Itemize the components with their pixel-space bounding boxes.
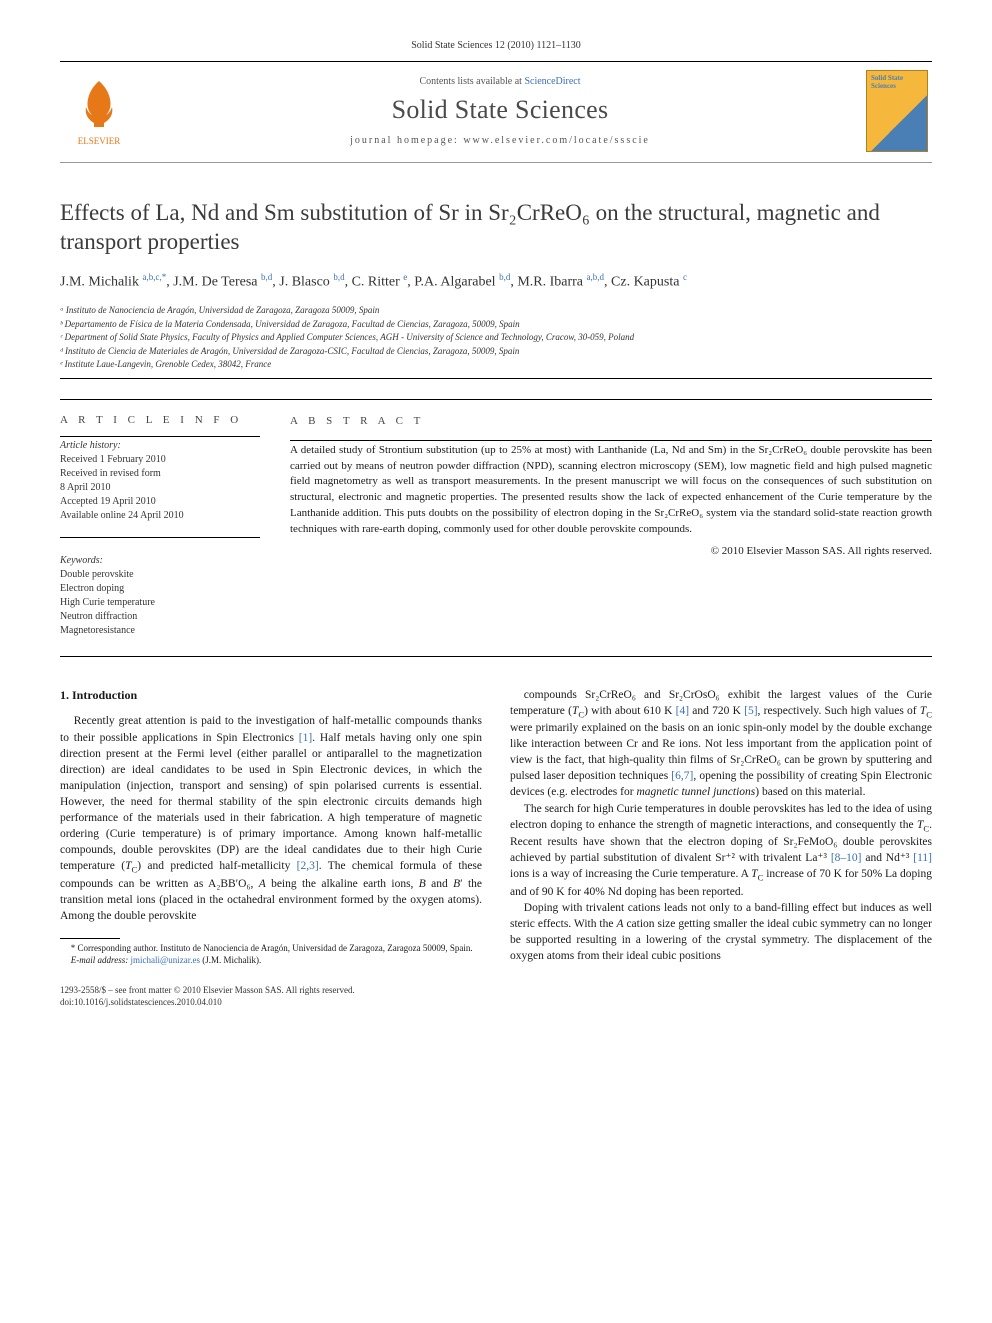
banner-center: Contents lists available at ScienceDirec…: [150, 76, 850, 146]
right-column: compounds Sr₂CrReO₆ and Sr₂CrOsO₆ exhibi…: [510, 687, 932, 967]
rule-info: [60, 436, 260, 437]
sciencedirect-link[interactable]: ScienceDirect: [524, 76, 580, 87]
history-line: Received 1 February 2010: [60, 453, 260, 467]
keyword: Neutron diffraction: [60, 610, 260, 624]
front-matter-line: 1293-2558/$ – see front matter © 2010 El…: [60, 984, 932, 1008]
citation-ref[interactable]: [11]: [913, 852, 932, 864]
journal-banner: ELSEVIER Contents lists available at Sci…: [60, 64, 932, 163]
citation-ref[interactable]: [5]: [744, 705, 757, 717]
footnotes: * Corresponding author. Instituto de Nan…: [60, 943, 482, 966]
email-line: E-mail address: jmichali@unizar.es (J.M.…: [60, 955, 482, 967]
email-suffix: (J.M. Michalik).: [200, 955, 261, 965]
history-line: Received in revised form: [60, 467, 260, 481]
history-label: Article history:: [60, 439, 260, 453]
footnote-rule: [60, 938, 120, 939]
abstract-copyright: © 2010 Elsevier Masson SAS. All rights r…: [290, 544, 932, 560]
body-columns: 1. Introduction Recently great attention…: [60, 687, 932, 967]
citation-ref[interactable]: [2,3]: [297, 860, 319, 872]
rule-affil: [60, 378, 932, 379]
body-paragraph: The search for high Curie temperatures i…: [510, 801, 932, 900]
keyword: High Curie temperature: [60, 596, 260, 610]
homepage-url[interactable]: www.elsevier.com/locate/ssscie: [463, 135, 650, 146]
article-title: Effects of La, Nd and Sm substitution of…: [60, 199, 932, 257]
affiliation-line: ᵇ Departamento de Física de la Materia C…: [60, 318, 932, 332]
affiliation-line: ᶜ Department of Solid State Physics, Fac…: [60, 331, 932, 345]
cover-text: Solid State Sciences: [871, 75, 923, 90]
email-label: E-mail address:: [71, 955, 131, 965]
abstract-text: A detailed study of Strontium substituti…: [290, 443, 932, 539]
history-line: Accepted 19 April 2010: [60, 495, 260, 509]
contents-line: Contents lists available at ScienceDirec…: [150, 76, 850, 87]
keywords-label: Keywords:: [60, 554, 260, 568]
body-paragraph: compounds Sr₂CrReO₆ and Sr₂CrOsO₆ exhibi…: [510, 687, 932, 801]
affiliation-line: ᵉ Institute Laue-Langevin, Grenoble Cede…: [60, 358, 932, 372]
left-column: 1. Introduction Recently great attention…: [60, 687, 482, 967]
journal-name: Solid State Sciences: [150, 95, 850, 125]
running-header: Solid State Sciences 12 (2010) 1121–1130: [60, 40, 932, 51]
issn-copyright: 1293-2558/$ – see front matter © 2010 El…: [60, 984, 932, 996]
homepage-line: journal homepage: www.elsevier.com/locat…: [150, 135, 850, 146]
article-info-heading: A R T I C L E I N F O: [60, 414, 260, 426]
rule-top: [60, 61, 932, 62]
homepage-prefix: journal homepage:: [350, 135, 463, 146]
affiliations: ᵃ Instituto de Nanociencia de Aragón, Un…: [60, 304, 932, 372]
citation-ref[interactable]: [4]: [676, 705, 689, 717]
affiliation-line: ᵈ Instituto de Ciencia de Materiales de …: [60, 345, 932, 359]
rule-abstract: [290, 440, 932, 441]
tree-icon: [76, 77, 122, 136]
elsevier-logo: ELSEVIER: [64, 71, 134, 151]
keyword: Magnetoresistance: [60, 624, 260, 638]
journal-cover-thumb: Solid State Sciences: [866, 70, 928, 152]
elsevier-label: ELSEVIER: [78, 136, 121, 146]
history-line: Available online 24 April 2010: [60, 509, 260, 523]
doi-line: doi:10.1016/j.solidstatesciences.2010.04…: [60, 996, 932, 1008]
contents-prefix: Contents lists available at: [419, 76, 524, 87]
citation-ref[interactable]: [1]: [299, 732, 312, 744]
keyword: Electron doping: [60, 582, 260, 596]
section-heading-intro: 1. Introduction: [60, 687, 482, 704]
article-info: A R T I C L E I N F O Article history: R…: [60, 414, 260, 638]
history-line: 8 April 2010: [60, 481, 260, 495]
corresponding-author-note: * Corresponding author. Instituto de Nan…: [60, 943, 482, 955]
abstract: A B S T R A C T A detailed study of Stro…: [290, 414, 932, 638]
body-paragraph: Doping with trivalent cations leads not …: [510, 900, 932, 964]
citation-ref[interactable]: [6,7]: [671, 770, 693, 782]
rule-kw: [60, 537, 260, 538]
authors-list: J.M. Michalik a,b,c,*, J.M. De Teresa b,…: [60, 271, 932, 293]
body-paragraph: Recently great attention is paid to the …: [60, 713, 482, 923]
info-abstract-row: A R T I C L E I N F O Article history: R…: [60, 399, 932, 657]
citation-ref[interactable]: [8–10]: [831, 852, 862, 864]
abstract-heading: A B S T R A C T: [290, 414, 932, 430]
keyword: Double perovskite: [60, 568, 260, 582]
affiliation-line: ᵃ Instituto de Nanociencia de Aragón, Un…: [60, 304, 932, 318]
email-link[interactable]: jmichali@unizar.es: [130, 955, 200, 965]
